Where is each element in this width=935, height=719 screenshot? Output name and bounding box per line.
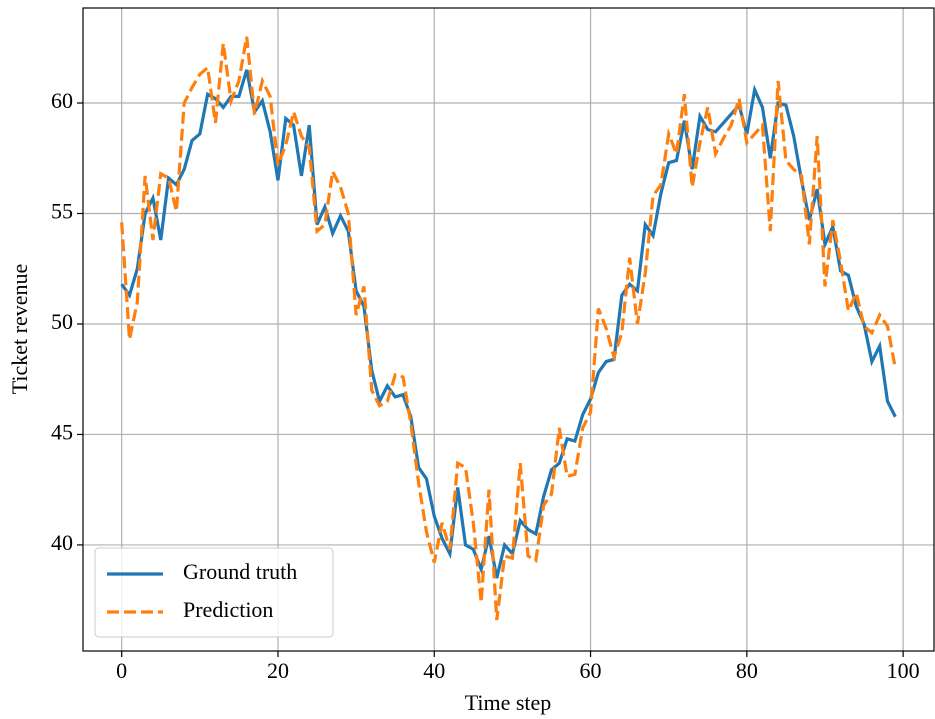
y-tick-label: 50 <box>51 309 73 334</box>
legend-box <box>94 547 334 638</box>
x-tick-label: 20 <box>267 658 289 683</box>
series-line <box>120 36 897 621</box>
x-axis-label: Time step <box>465 690 552 715</box>
x-tick-label: 40 <box>423 658 445 683</box>
y-axis-label: Ticket revenue <box>7 264 32 395</box>
x-tick-label: 100 <box>887 658 920 683</box>
y-tick-label: 40 <box>51 530 73 555</box>
x-tick-label: 60 <box>580 658 602 683</box>
plot-frame <box>82 7 935 652</box>
y-tick-label: 60 <box>51 88 73 113</box>
legend-label: Ground truth <box>183 559 297 584</box>
legend-label: Prediction <box>183 597 273 622</box>
y-tick-label: 45 <box>51 420 73 445</box>
x-tick-label: 0 <box>116 658 127 683</box>
x-tick-label: 80 <box>736 658 758 683</box>
y-tick-label: 55 <box>51 199 73 224</box>
